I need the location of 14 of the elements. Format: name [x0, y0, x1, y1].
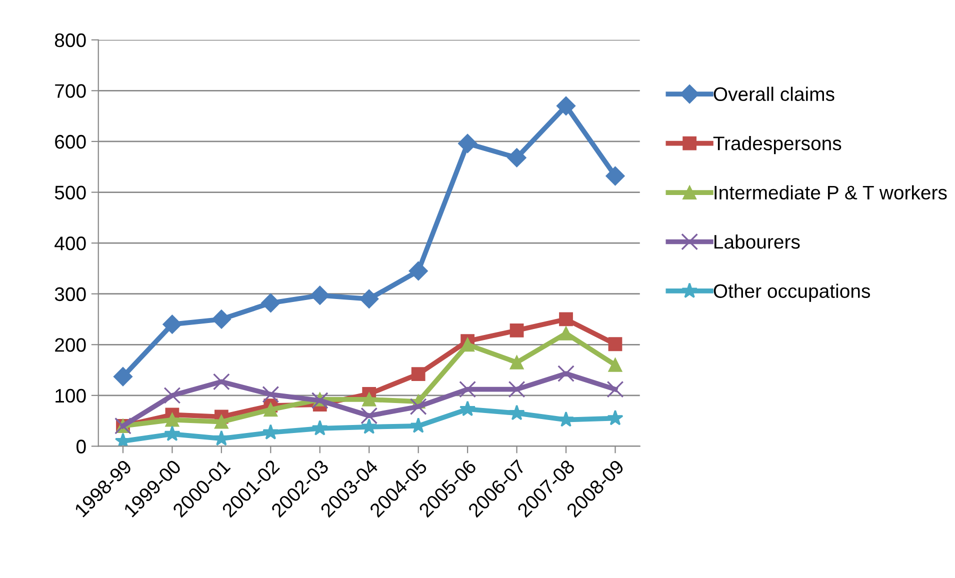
legend-label: Labourers: [714, 234, 800, 249]
y-tick-label: 800: [54, 33, 86, 48]
legend-label: Overall claims: [714, 86, 834, 102]
y-tick-label: 300: [54, 287, 86, 302]
y-tick-label: 100: [56, 388, 86, 403]
legend-label: Tradespersons: [713, 136, 842, 154]
y-tick-label: 200: [55, 338, 86, 352]
legend-label: Other occupations: [714, 284, 870, 302]
y-tick-label: 400: [54, 236, 86, 250]
y-tick-label: 600: [55, 134, 86, 149]
y-tick-label: 500: [54, 186, 86, 200]
y-tick-label: 0: [76, 440, 86, 454]
legend-label: Intermediate P & T workers: [714, 185, 947, 200]
y-tick-label: 700: [55, 84, 86, 98]
